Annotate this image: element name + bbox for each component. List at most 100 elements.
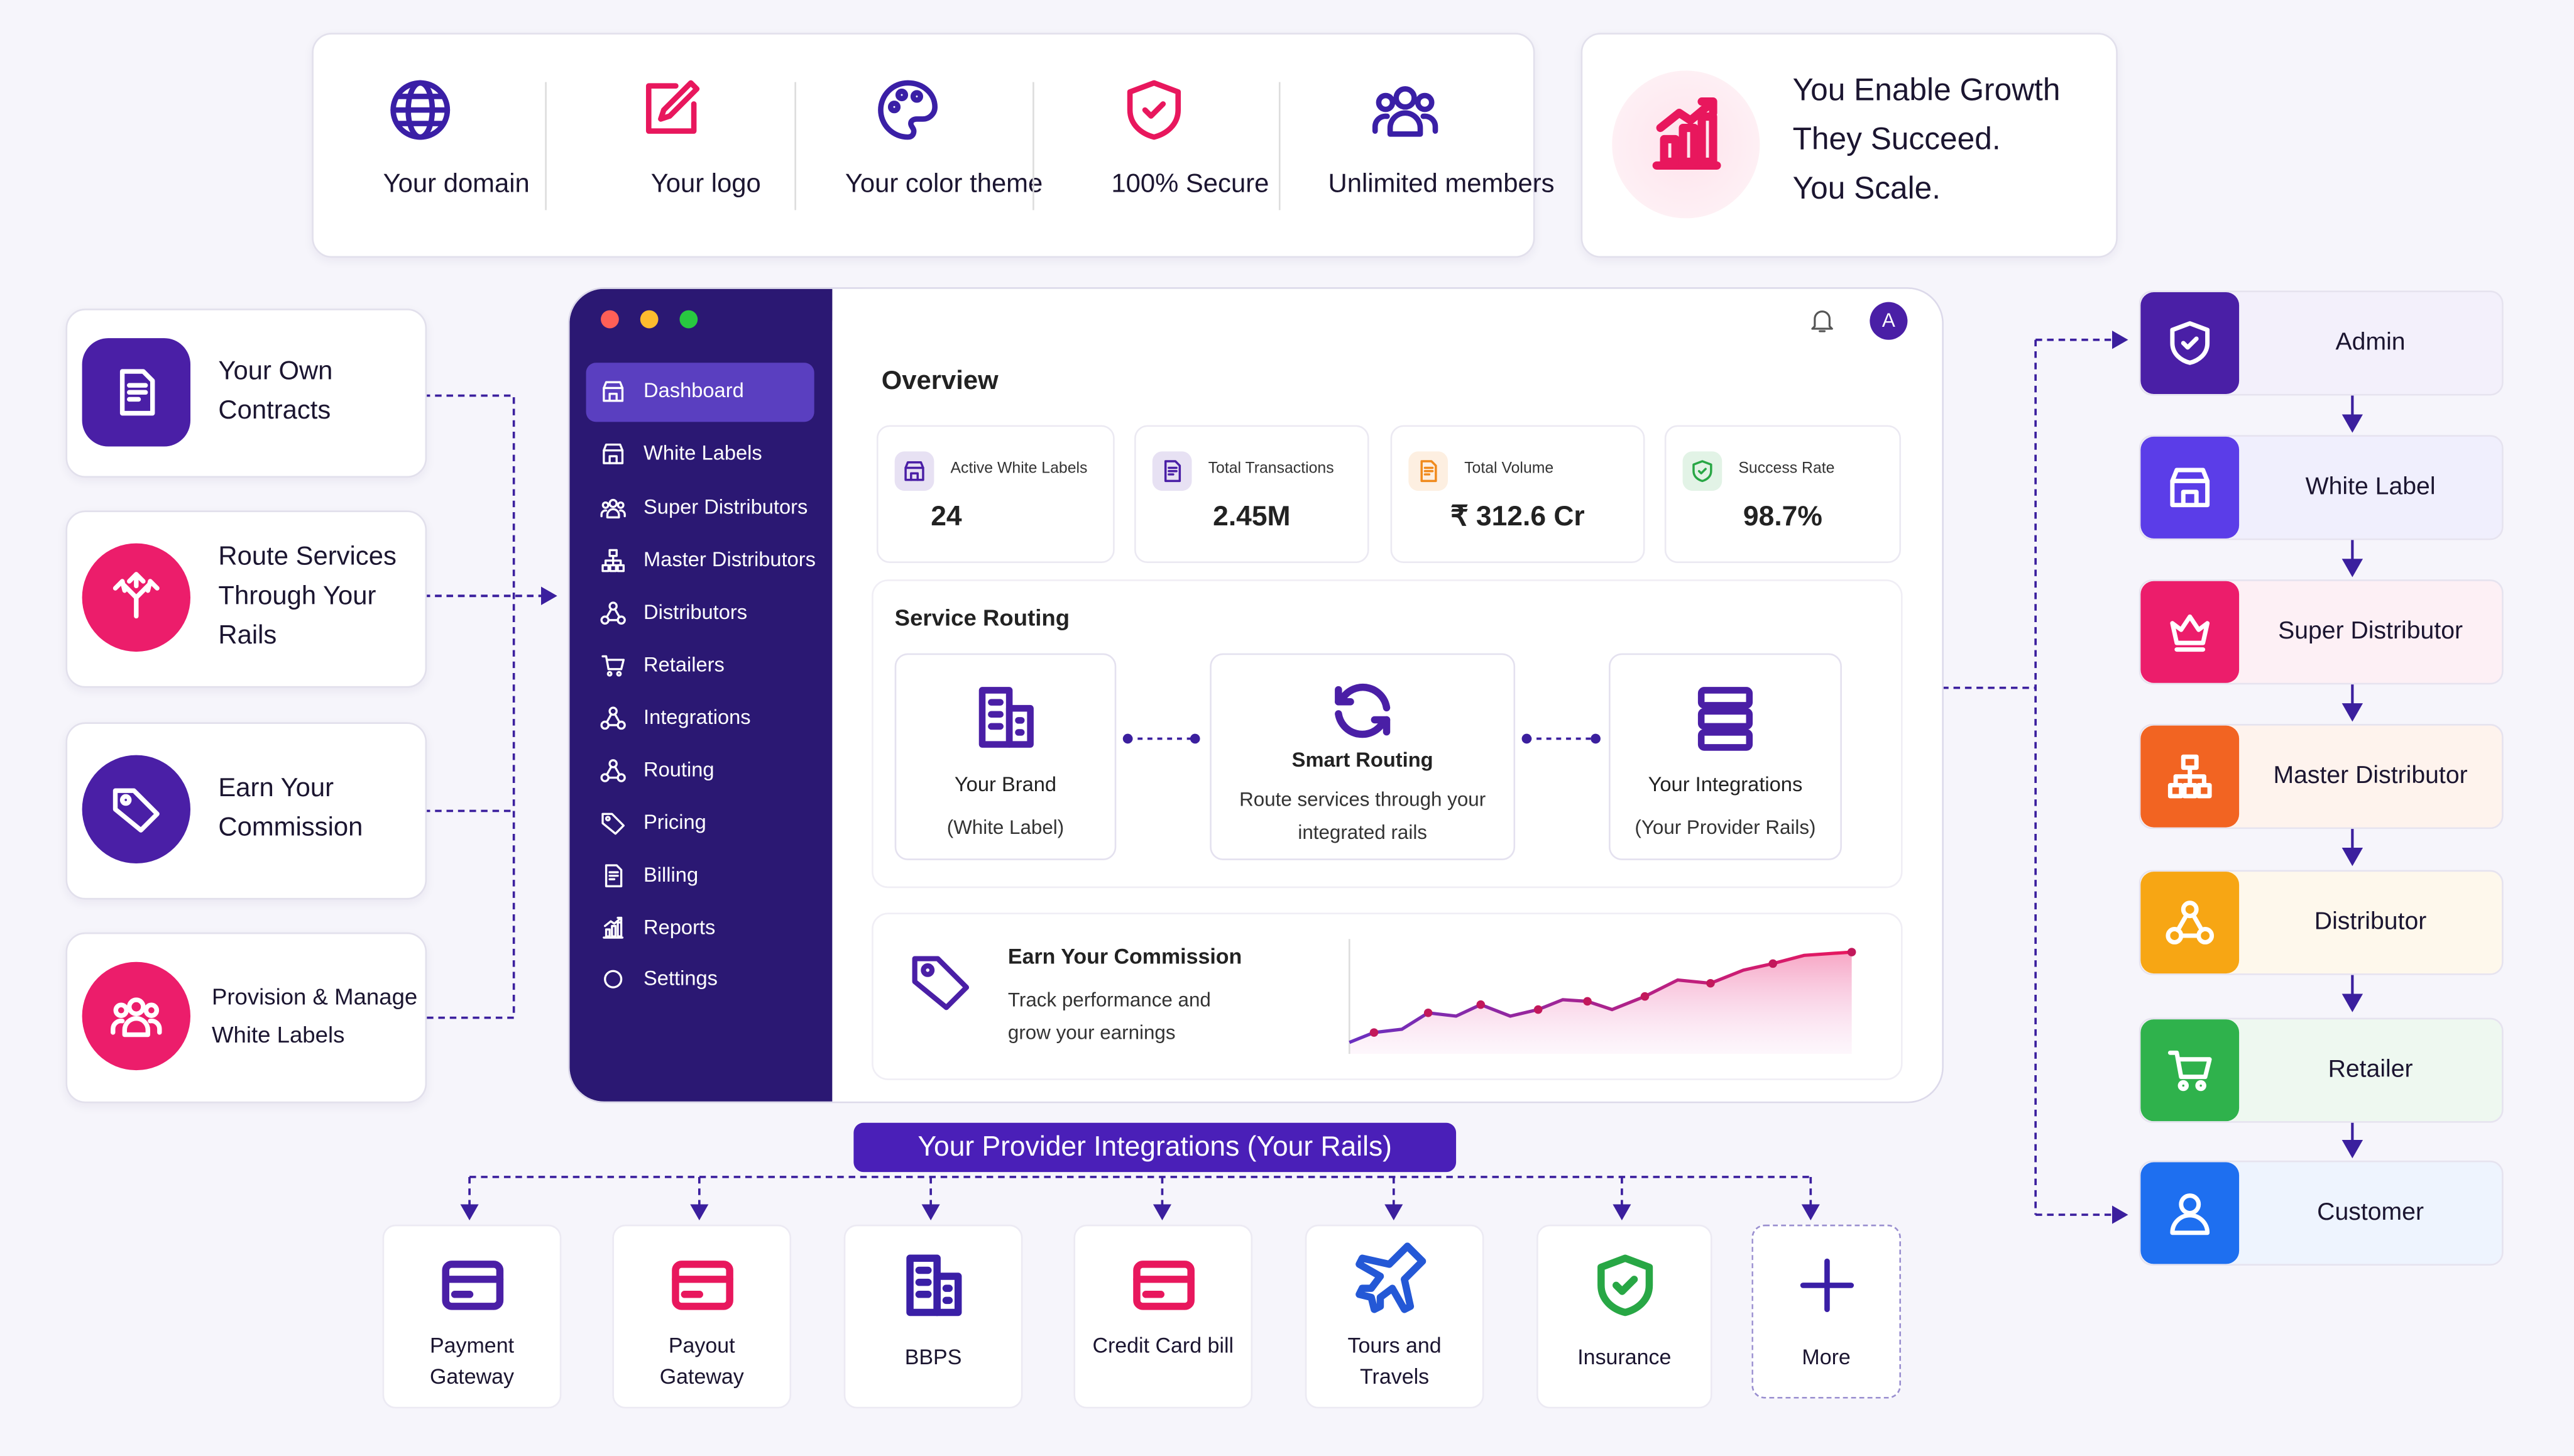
- shape: [2170, 468, 2210, 508]
- nav-item[interactable]: Reports: [586, 909, 816, 949]
- integration-label: More: [1802, 1344, 1851, 1369]
- shape: [603, 443, 624, 464]
- nav-item[interactable]: Retailers: [586, 647, 816, 686]
- icon: [2164, 896, 2216, 949]
- shape: [603, 386, 624, 402]
- icon-svg: [604, 970, 623, 988]
- shape: [1349, 952, 1852, 1054]
- shape: [1122, 733, 1601, 744]
- integration-tile[interactable]: Payout Gateway: [612, 1224, 792, 1409]
- shape: [423, 331, 2128, 1224]
- growth-line: You Enable Growth: [1792, 74, 2061, 109]
- shape: [1369, 1028, 1379, 1037]
- nav-item[interactable]: Integrations: [586, 699, 816, 739]
- shape: [119, 368, 155, 415]
- nav-item[interactable]: Super Distributors: [586, 489, 816, 528]
- integration-tile[interactable]: Tours and Travels: [1305, 1224, 1484, 1409]
- nav-label: Retailers: [644, 653, 725, 677]
- nav-item[interactable]: Routing: [586, 752, 816, 791]
- shape: [1127, 80, 1181, 140]
- shape: [1005, 704, 1033, 748]
- icon-svg: [600, 601, 626, 625]
- shape: [1652, 97, 1721, 170]
- icon-svg: [112, 572, 160, 619]
- shape: [603, 916, 624, 939]
- shape: [1376, 92, 1396, 112]
- routing-title: Service Routing: [894, 604, 1070, 631]
- icon: [599, 378, 627, 405]
- shape: [2170, 1213, 2210, 1235]
- shape: [441, 1261, 503, 1310]
- stat-value: 98.7%: [1743, 500, 1822, 532]
- shape: [904, 461, 924, 481]
- icon-svg: [605, 864, 623, 887]
- feature-panel: [312, 33, 1535, 258]
- icon: [1807, 305, 1837, 335]
- left-icon-bg: [82, 755, 191, 864]
- shape: [1420, 460, 1437, 483]
- shape: [1420, 460, 1437, 483]
- shape: [1142, 101, 1166, 119]
- nav-item[interactable]: Master Distributors: [586, 542, 816, 581]
- shape: [1706, 978, 1715, 988]
- icon-svg: [878, 80, 938, 140]
- icon-svg: [2170, 468, 2210, 508]
- icon-svg: [1127, 80, 1181, 140]
- shape: [395, 94, 446, 126]
- icon-svg: [390, 80, 451, 140]
- nav-item[interactable]: Pricing: [586, 804, 816, 844]
- nav-item[interactable]: Settings: [586, 960, 816, 1000]
- icon: [1689, 458, 1716, 484]
- nav-item[interactable]: Billing: [586, 857, 816, 897]
- hierarchy-row: Customer: [2139, 1160, 2504, 1266]
- icon: [901, 458, 928, 484]
- hierarchy-row: Retailer: [2139, 1017, 2504, 1123]
- shape: [912, 956, 970, 1010]
- shape: [1423, 466, 1434, 476]
- shape: [2195, 1080, 2206, 1092]
- icon-svg: [1372, 86, 1438, 137]
- commission-text: Track performance and grow your earnings: [1007, 988, 1211, 1044]
- shape: [605, 608, 621, 621]
- icon-svg: [2166, 900, 2215, 944]
- icon: [1641, 90, 1732, 181]
- icon-svg: [904, 461, 924, 481]
- shape: [2170, 321, 2210, 365]
- icon: [970, 681, 1042, 753]
- shape: [113, 1002, 129, 1018]
- integration-tile[interactable]: Payment Gateway: [382, 1224, 562, 1409]
- icon: [2164, 750, 2216, 803]
- shape: [605, 713, 621, 726]
- shape: [1127, 80, 1181, 140]
- shape: [604, 555, 622, 567]
- text: Route Services Through Your Rails: [218, 543, 397, 650]
- left-card-label: Earn Your Commission: [218, 722, 382, 896]
- hierarchy-row: Super Distributor: [2139, 579, 2504, 685]
- shape: [1811, 310, 1833, 332]
- shape: [1656, 97, 1717, 133]
- icon: [1127, 1249, 1199, 1322]
- shape: [605, 864, 623, 887]
- shape: [608, 706, 618, 716]
- nav-item[interactable]: White Labels: [586, 435, 816, 474]
- shape: [604, 970, 623, 988]
- integration-tile[interactable]: Credit Card bill: [1073, 1224, 1253, 1409]
- integration-tile[interactable]: More: [1751, 1224, 1901, 1399]
- shape: [605, 765, 621, 779]
- icon-svg: [1596, 1254, 1652, 1316]
- integration-tile[interactable]: BBPS: [843, 1224, 1023, 1409]
- icon-svg: [1799, 1258, 1853, 1313]
- avatar[interactable]: A: [1870, 302, 1908, 340]
- nav-item[interactable]: Distributors: [586, 594, 816, 634]
- nav-label: White Labels: [644, 441, 762, 465]
- shape: [987, 699, 1024, 736]
- routing-node-subtitle: (White Label): [946, 816, 1065, 839]
- routing-node: Your Integrations (Your Provider Rails): [1609, 653, 1842, 860]
- shape: [1679, 123, 1699, 167]
- shape: [608, 601, 618, 611]
- divider: [545, 82, 547, 211]
- stat-label: Success Rate: [1738, 459, 1835, 478]
- shape: [1164, 460, 1181, 483]
- integration-tile[interactable]: Insurance: [1536, 1224, 1712, 1409]
- nav-item[interactable]: Dashboard: [586, 373, 816, 412]
